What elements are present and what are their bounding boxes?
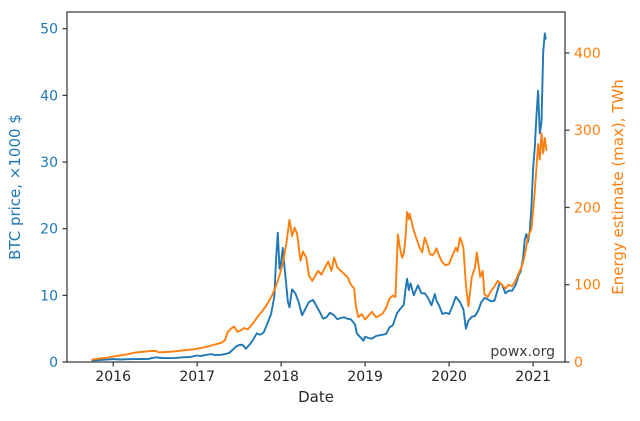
right-axis-label: Energy estimate (max), TWh	[609, 79, 627, 295]
energy-line	[91, 132, 548, 361]
x-tick-label: 2021	[515, 369, 551, 385]
y-tick-label-left: 20	[40, 222, 58, 238]
y-tick-label-right: 400	[574, 46, 601, 62]
y-tick-label-left: 40	[40, 88, 58, 104]
y-tick-label-right: 0	[574, 355, 583, 371]
left-axis-label: BTC price, ×1000 $	[6, 114, 24, 260]
x-axis-label: Date	[298, 388, 334, 406]
watermark: powx.org	[490, 344, 555, 360]
x-tick-label: 2017	[179, 369, 215, 385]
x-tick-label: 2016	[95, 369, 131, 385]
y-tick-label-right: 200	[574, 200, 601, 216]
x-tick-label: 2020	[431, 369, 467, 385]
x-tick-label: 2019	[347, 369, 383, 385]
x-tick-label: 2018	[263, 369, 299, 385]
y-tick-label-left: 30	[40, 155, 58, 171]
plot-frame	[66, 11, 566, 363]
y-tick-label-left: 50	[40, 22, 58, 38]
y-tick-label-left: 10	[40, 288, 58, 304]
btc-price-line	[91, 32, 547, 362]
y-tick-label-right: 100	[574, 278, 601, 294]
y-tick-label-left: 0	[49, 355, 58, 371]
y-tick-label-right: 300	[574, 123, 601, 139]
